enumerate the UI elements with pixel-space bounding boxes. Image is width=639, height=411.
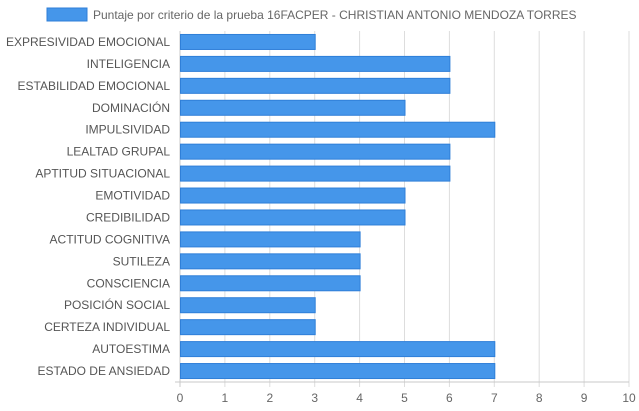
bar [180,33,316,50]
category-label: CONSCIENCIA [87,276,170,290]
x-tick-label: 1 [222,391,229,405]
category-label: SUTILEZA [113,254,170,268]
x-tick-label: 9 [581,391,588,405]
bar [180,99,406,116]
category-label: ACTITUD COGNITIVA [50,232,170,246]
bar [180,319,316,336]
category-label: AUTOESTIMA [92,342,170,356]
x-tick-label: 7 [491,391,498,405]
bar [180,341,496,358]
category-labels: EXPRESIVIDAD EMOCIONAL INTELIGENCIA ESTABI… [6,35,170,378]
category-label: EXPRESIVIDAD EMOCIONAL [6,35,170,49]
bar [180,121,496,138]
bar [180,143,451,160]
bar [180,165,451,182]
category-label: APTITUD SITUACIONAL [35,167,170,181]
category-label: POSICIÓN SOCIAL [64,297,170,312]
category-label: EMOTIVIDAD [95,189,170,203]
category-label: ESTADO DE ANSIEDAD [38,364,171,378]
bars [180,33,496,380]
legend-swatch [46,7,88,22]
category-label: INTELIGENCIA [87,57,170,71]
x-tick-label: 4 [356,391,363,405]
x-tick-label: 2 [266,391,273,405]
category-label: IMPULSIVIDAD [85,123,170,137]
bar [180,187,406,204]
bar [180,55,451,72]
legend-label: Puntaje por criterio de la prueba 16FACP… [93,8,577,22]
bar [180,275,361,292]
legend[interactable]: Puntaje por criterio de la prueba 16FACP… [46,7,577,22]
x-tick-label: 5 [401,391,408,405]
x-tick-labels: 0 1 2 3 4 5 6 7 8 9 10 [177,391,636,405]
bar [180,231,361,248]
bar [180,253,361,270]
category-label: ESTABILIDAD EMOCIONAL [18,79,171,93]
x-tick-label: 8 [536,391,543,405]
bar [180,77,451,94]
x-tick-label: 6 [446,391,453,405]
x-tick-label: 0 [177,391,184,405]
bar [180,297,316,314]
x-tick-label: 3 [311,391,318,405]
category-label: DOMINACIÓN [92,100,170,115]
bar [180,209,406,226]
category-label: LEALTAD GRUPAL [67,145,171,159]
category-label: CERTEZA INDIVIDUAL [44,320,170,334]
bar [180,363,496,380]
category-label: CREDIBILIDAD [86,210,170,224]
x-tick-label: 10 [622,391,636,405]
